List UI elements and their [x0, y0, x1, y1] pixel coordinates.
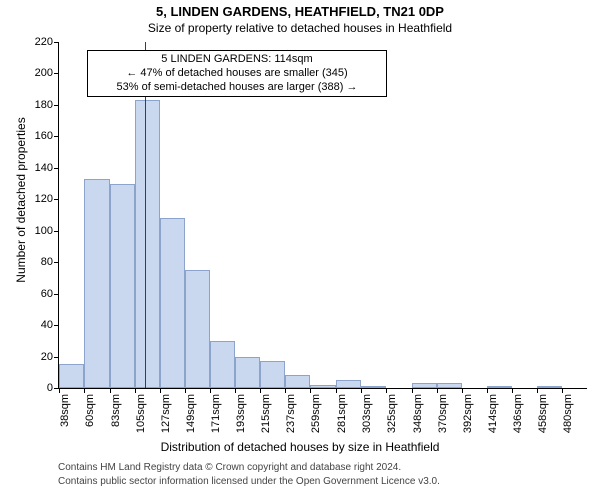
- x-tick-mark: [210, 388, 211, 393]
- y-tick-mark: [54, 357, 59, 358]
- x-tick-mark: [235, 388, 236, 393]
- x-tick-mark: [135, 388, 136, 393]
- x-tick-label: 436sqm: [512, 394, 524, 444]
- x-tick-label: 392sqm: [462, 394, 474, 444]
- x-axis-label: Distribution of detached houses by size …: [0, 440, 600, 454]
- x-tick-mark: [361, 388, 362, 393]
- x-tick-label: 348sqm: [412, 394, 424, 444]
- chart-subtitle: Size of property relative to detached ho…: [0, 21, 600, 35]
- x-tick-mark: [59, 388, 60, 393]
- y-tick-mark: [54, 136, 59, 137]
- x-tick-mark: [336, 388, 337, 393]
- x-tick-mark: [260, 388, 261, 393]
- y-tick-label: 140: [35, 162, 53, 174]
- y-tick-mark: [54, 325, 59, 326]
- y-tick-label: 180: [35, 99, 53, 111]
- chart-title: 5, LINDEN GARDENS, HEATHFIELD, TN21 0DP: [0, 4, 600, 19]
- x-tick-label: 237sqm: [285, 394, 297, 444]
- x-tick-label: 60sqm: [84, 394, 96, 444]
- histogram-bar: [361, 386, 386, 388]
- histogram-bar: [537, 386, 562, 388]
- y-tick-mark: [54, 42, 59, 43]
- x-tick-label: 83sqm: [110, 394, 122, 444]
- annotation-line-2: ← 47% of detached houses are smaller (34…: [92, 67, 382, 81]
- x-tick-mark: [386, 388, 387, 393]
- x-tick-label: 127sqm: [160, 394, 172, 444]
- x-tick-mark: [562, 388, 563, 393]
- chart-container: 5, LINDEN GARDENS, HEATHFIELD, TN21 0DP …: [0, 0, 600, 500]
- x-tick-label: 38sqm: [59, 394, 71, 444]
- y-tick-mark: [54, 294, 59, 295]
- y-tick-label: 60: [41, 288, 53, 300]
- y-tick-mark: [54, 73, 59, 74]
- histogram-bar: [260, 361, 285, 388]
- x-tick-mark: [462, 388, 463, 393]
- y-tick-label: 120: [35, 193, 53, 205]
- x-tick-label: 480sqm: [562, 394, 574, 444]
- x-tick-label: 149sqm: [185, 394, 197, 444]
- y-tick-label: 20: [41, 351, 53, 363]
- histogram-bar: [59, 364, 84, 388]
- histogram-bar: [160, 218, 185, 388]
- x-tick-label: 325sqm: [386, 394, 398, 444]
- x-tick-label: 281sqm: [336, 394, 348, 444]
- x-tick-label: 105sqm: [135, 394, 147, 444]
- histogram-bar: [185, 270, 210, 388]
- x-tick-mark: [110, 388, 111, 393]
- x-tick-label: 414sqm: [487, 394, 499, 444]
- x-tick-label: 193sqm: [235, 394, 247, 444]
- histogram-bar: [110, 184, 135, 388]
- x-tick-label: 370sqm: [437, 394, 449, 444]
- histogram-bar: [135, 100, 160, 388]
- y-tick-label: 100: [35, 225, 53, 237]
- histogram-bar: [412, 383, 437, 388]
- histogram-bar: [285, 375, 310, 388]
- footer-line-1: Contains HM Land Registry data © Crown c…: [58, 462, 401, 473]
- x-tick-label: 215sqm: [260, 394, 272, 444]
- x-tick-mark: [512, 388, 513, 393]
- histogram-bar: [487, 386, 512, 388]
- footer-line-2: Contains public sector information licen…: [58, 476, 440, 487]
- plot-area: 02040608010012014016018020022038sqm60sqm…: [58, 42, 587, 389]
- x-tick-label: 303sqm: [361, 394, 373, 444]
- x-tick-mark: [437, 388, 438, 393]
- x-tick-mark: [537, 388, 538, 393]
- x-tick-mark: [285, 388, 286, 393]
- annotation-line-3: 53% of semi-detached houses are larger (…: [92, 81, 382, 95]
- y-tick-mark: [54, 262, 59, 263]
- y-tick-label: 220: [35, 36, 53, 48]
- y-tick-mark: [54, 199, 59, 200]
- y-tick-mark: [54, 231, 59, 232]
- histogram-bar: [437, 383, 462, 388]
- y-tick-mark: [54, 168, 59, 169]
- x-tick-label: 458sqm: [537, 394, 549, 444]
- x-tick-label: 259sqm: [310, 394, 322, 444]
- histogram-bar: [235, 357, 260, 388]
- histogram-bar: [336, 380, 361, 388]
- y-tick-label: 160: [35, 130, 53, 142]
- y-tick-label: 0: [47, 382, 53, 394]
- y-tick-mark: [54, 105, 59, 106]
- x-tick-mark: [310, 388, 311, 393]
- histogram-bar: [84, 179, 110, 388]
- histogram-bar: [310, 385, 335, 388]
- y-tick-label: 80: [41, 256, 53, 268]
- histogram-bar: [210, 341, 235, 388]
- y-tick-label: 40: [41, 319, 53, 331]
- y-axis-label: Number of detached properties: [14, 50, 28, 350]
- x-tick-mark: [84, 388, 85, 393]
- y-tick-label: 200: [35, 67, 53, 79]
- annotation-line-1: 5 LINDEN GARDENS: 114sqm: [92, 53, 382, 67]
- annotation-box: 5 LINDEN GARDENS: 114sqm ← 47% of detach…: [87, 50, 387, 97]
- x-tick-label: 171sqm: [210, 394, 222, 444]
- x-tick-mark: [487, 388, 488, 393]
- x-tick-mark: [412, 388, 413, 393]
- x-tick-mark: [185, 388, 186, 393]
- x-tick-mark: [160, 388, 161, 393]
